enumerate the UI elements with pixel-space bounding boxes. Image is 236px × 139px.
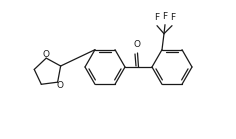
Text: O: O (42, 50, 49, 59)
Text: O: O (134, 40, 140, 49)
Text: F: F (162, 12, 168, 21)
Text: O: O (56, 81, 63, 90)
Text: F: F (170, 13, 175, 22)
Text: F: F (154, 13, 159, 22)
